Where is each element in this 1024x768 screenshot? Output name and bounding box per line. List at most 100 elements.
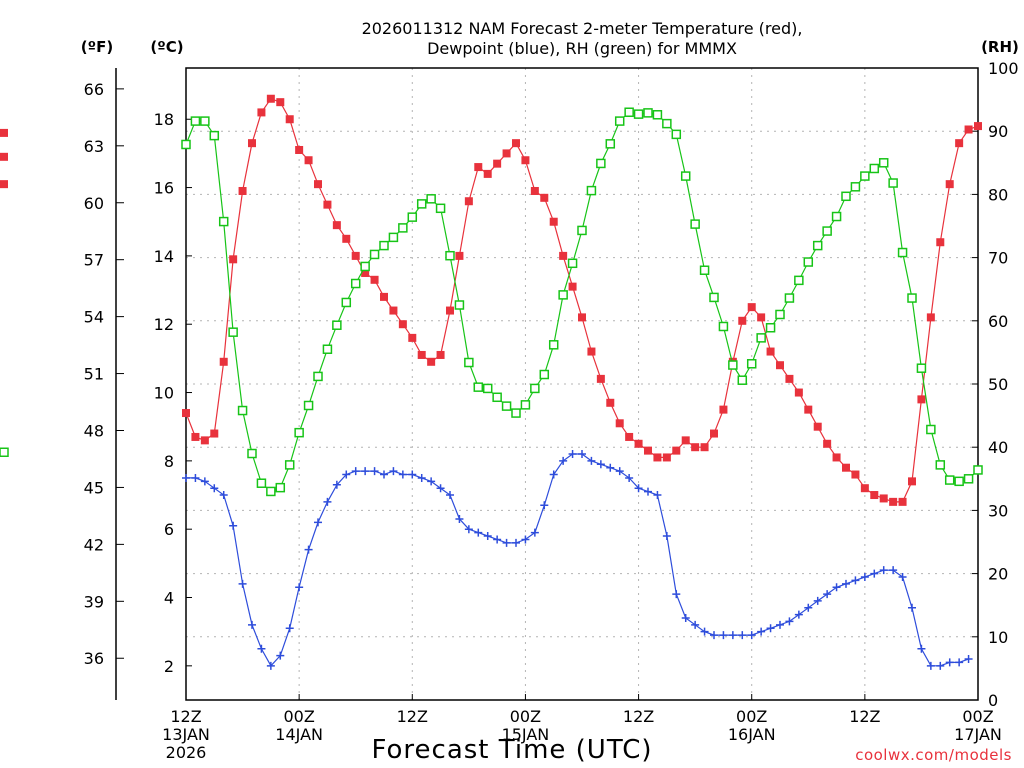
fahrenheit-tick-label: 63 <box>84 137 104 156</box>
dewpoint-point <box>681 614 690 623</box>
rh-point <box>473 382 484 392</box>
fahrenheit-tick-label: 66 <box>84 80 104 99</box>
celsius-tick-label: 8 <box>164 452 174 471</box>
dewpoint-point <box>917 644 926 653</box>
temperature-point <box>832 453 841 462</box>
temperature-point <box>917 395 926 404</box>
x-tick-label: 00Z <box>962 707 993 726</box>
fahrenheit-tick-label: 54 <box>84 308 104 327</box>
fahrenheit-tick-label: 57 <box>84 251 104 270</box>
dewpoint-point <box>493 535 502 544</box>
rh-point <box>926 424 936 435</box>
dewpoint-point <box>540 501 549 510</box>
series-temperature <box>0 94 982 506</box>
rh-point <box>888 178 898 188</box>
rh-point <box>614 116 625 126</box>
rh-point <box>558 290 568 300</box>
dewpoint-point <box>842 579 850 588</box>
rh-point <box>416 199 427 209</box>
dewpoint-point <box>257 644 266 653</box>
temperature-point <box>295 145 304 154</box>
celsius-tick-label: 18 <box>154 110 174 129</box>
rh-tick-label: 50 <box>988 375 1008 394</box>
temperature-point <box>512 139 520 148</box>
rh-point <box>973 465 983 475</box>
temperature-point <box>304 156 313 165</box>
dewpoint-point <box>342 470 351 479</box>
dewpoint-point <box>832 583 841 592</box>
rh-point <box>332 320 342 330</box>
x-tick-label: 00Z <box>283 707 314 726</box>
dewpoint-point <box>568 450 577 459</box>
rh-point <box>294 427 304 438</box>
temperature-point <box>908 477 916 486</box>
rh-point <box>181 139 191 150</box>
temperature-point <box>578 313 586 322</box>
dewpoint-point <box>870 569 879 578</box>
dewpoint-point <box>323 497 332 506</box>
dewpoint-point <box>295 583 304 592</box>
rh-point <box>256 478 267 488</box>
temperature-point <box>747 303 756 312</box>
temperature-point <box>644 446 652 455</box>
rh-tick-label: 80 <box>988 185 1008 204</box>
credit-link[interactable]: coolwx.com/models <box>855 746 1012 764</box>
celsius-tick-label: 10 <box>154 384 174 403</box>
rh-point <box>605 139 616 149</box>
temperature-point <box>870 491 879 500</box>
temperature-point <box>210 429 219 438</box>
temperature-point <box>502 149 511 158</box>
temperature-point <box>851 470 860 479</box>
x-tick-label: 2026 <box>166 743 207 762</box>
rh-point <box>850 182 861 192</box>
temperature-point <box>389 306 398 315</box>
rh-point <box>454 300 465 310</box>
dewpoint-point <box>662 532 671 541</box>
temperature-point <box>653 453 662 462</box>
temperature-point <box>945 180 954 189</box>
dewpoint-point <box>191 473 200 482</box>
rh-point <box>379 240 389 251</box>
dewpoint-point <box>314 518 322 527</box>
rh-point <box>266 486 276 497</box>
rh-point <box>350 278 361 289</box>
temperature-point <box>342 234 351 243</box>
temperature-point <box>0 180 8 189</box>
rh-point <box>492 392 502 403</box>
temperature-point <box>766 347 775 356</box>
temperature-point <box>898 497 907 506</box>
dewpoint-point <box>389 467 398 476</box>
dewpoint-point <box>361 467 370 476</box>
dewpoint-point <box>436 484 445 493</box>
dewpoint-point <box>370 467 379 476</box>
dewpoint-point <box>332 480 341 489</box>
rh-point <box>633 109 644 119</box>
temperature-point <box>964 125 973 134</box>
temperature-point <box>474 163 483 172</box>
temperature-point <box>380 292 388 301</box>
dewpoint-point <box>210 484 219 493</box>
temperature-point <box>710 429 718 438</box>
dewpoint-point <box>512 538 520 547</box>
rh-point <box>935 460 946 470</box>
rh-point <box>313 371 323 382</box>
dewpoint-point <box>757 627 766 636</box>
dewpoint-point <box>238 579 247 588</box>
dewpoint-point <box>625 473 634 482</box>
temperature-point <box>615 419 624 428</box>
rh-tick-label: 60 <box>988 312 1008 331</box>
temperature-point <box>248 139 256 148</box>
temperature-point <box>464 197 473 206</box>
rh-point <box>841 191 851 202</box>
dewpoint-point <box>266 661 275 670</box>
rh-point <box>482 383 493 394</box>
temperature-point <box>436 350 445 359</box>
temperature-point <box>785 374 794 383</box>
x-tick-label: 13JAN <box>162 725 210 744</box>
dewpoint-point <box>248 620 256 629</box>
dewpoint-point <box>738 631 747 640</box>
rh-point <box>0 447 9 458</box>
temperature-point <box>889 497 898 506</box>
temperature-point <box>332 221 341 230</box>
temperature-point <box>587 347 596 356</box>
